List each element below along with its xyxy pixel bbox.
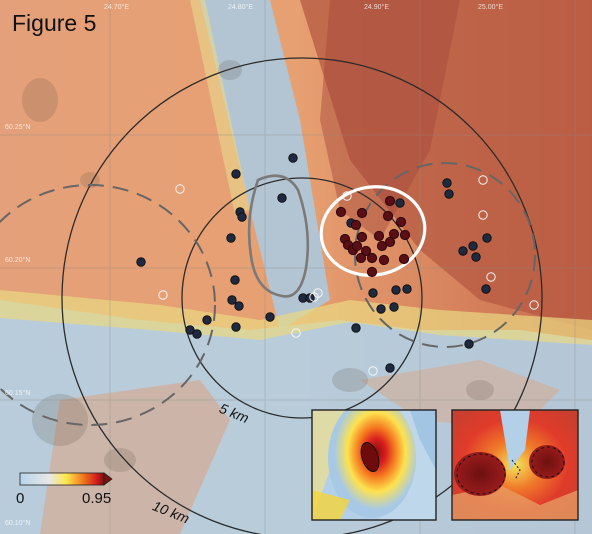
hotspot-marker-21: [356, 231, 368, 243]
coverage-ellipse-west: [0, 184, 216, 426]
hotspot-marker-17: [366, 252, 378, 264]
colorbar-gradient: [19, 472, 105, 486]
hotspot-marker-1: [335, 206, 347, 218]
colorbar-min-label: 0: [16, 490, 25, 507]
hotspot-marker-6: [373, 230, 385, 242]
site-marker-7: [136, 257, 146, 267]
site-marker-34: [395, 198, 405, 208]
open-site-marker-9: [368, 366, 378, 376]
hotspot-highlight-ellipse: [319, 185, 427, 277]
lat-tick-2: 60.20°N: [5, 257, 31, 264]
open-site-marker-2: [478, 175, 488, 185]
site-marker-9: [227, 295, 237, 305]
hotspot-marker-4: [384, 195, 396, 207]
open-site-marker-5: [529, 300, 539, 310]
heatmap-peak-zone: [320, 0, 460, 240]
open-site-marker-4: [486, 272, 496, 282]
hotspot-marker-7: [384, 236, 396, 248]
open-site-markers: [158, 175, 539, 376]
site-marker-10: [234, 301, 244, 311]
heatmap-high-zone: [300, 0, 592, 330]
site-marker-22: [482, 233, 492, 243]
lon-tick-3: 24.90°E: [364, 4, 389, 11]
open-site-marker-10: [342, 191, 352, 201]
colorbar-max-label: 0.95: [82, 490, 112, 507]
hotspot-marker-19: [398, 253, 410, 265]
coverage-ellipse-east: [354, 162, 536, 348]
hotspot-marker-9: [395, 216, 407, 228]
hotspot-marker-18: [366, 266, 378, 278]
site-marker-28: [391, 285, 401, 295]
hotspot-site-markers: [335, 195, 411, 278]
site-marker-30: [389, 302, 399, 312]
site-marker-27: [444, 189, 454, 199]
basemap-lakes: [22, 60, 494, 472]
site-marker-24: [481, 284, 491, 294]
ring-5km: [181, 177, 423, 419]
lat-tick-4: 60.10°N: [5, 520, 31, 527]
outlined-landmass: [247, 174, 310, 298]
hotspot-marker-2: [356, 207, 368, 219]
open-site-marker-6: [158, 290, 168, 300]
site-marker-23: [471, 252, 481, 262]
open-site-marker-11: [313, 288, 323, 298]
hotspot-marker-10: [399, 229, 411, 241]
figure-title: Figure 5: [12, 10, 97, 36]
lon-tick-1: 24.70°E: [104, 4, 129, 11]
site-marker-29: [402, 284, 412, 294]
lon-tick-2: 24.80°E: [228, 4, 253, 11]
heatmap-orange-patch-sw: [40, 380, 230, 534]
site-marker-1: [288, 153, 298, 163]
open-site-marker-1: [175, 184, 185, 194]
site-marker-19: [385, 363, 395, 373]
site-marker-18: [351, 323, 361, 333]
hotspot-marker-20: [378, 254, 390, 266]
hotspot-marker-22: [376, 240, 388, 252]
site-marker-8: [230, 275, 240, 285]
lat-tick-1: 60.25°N: [5, 124, 31, 131]
site-marker-20: [458, 246, 468, 256]
lon-tick-4: 25.00°E: [478, 4, 503, 11]
site-marker-3: [277, 193, 287, 203]
hotspot-marker-14: [351, 240, 363, 252]
open-site-marker-8: [291, 328, 301, 338]
site-marker-2: [231, 169, 241, 179]
site-marker-32: [368, 288, 378, 298]
colorbar-arrow-icon: [103, 472, 113, 486]
ring-10km: [61, 57, 543, 534]
open-site-marker-3: [478, 210, 488, 220]
site-marker-31: [376, 304, 386, 314]
hotspot-marker-3: [350, 219, 362, 231]
colorbar: [19, 472, 113, 486]
site-marker-5: [237, 212, 247, 222]
lat-tick-3: 60.15°N: [5, 390, 31, 397]
site-marker-6: [226, 233, 236, 243]
site-marker-15: [265, 312, 275, 322]
inset-panel-right: [451, 409, 579, 521]
heatmap-yellow-band: [0, 290, 592, 345]
heatmap-low-band-north: [200, 0, 330, 330]
site-marker-21: [468, 241, 478, 251]
hotspot-marker-15: [360, 245, 372, 257]
site-marker-11: [202, 315, 212, 325]
site-marker-12: [185, 325, 195, 335]
site-marker-25: [464, 339, 474, 349]
site-marker-26: [442, 178, 452, 188]
heatmap-transition-band: [190, 0, 250, 215]
filled-site-markers: [136, 153, 492, 373]
hotspot-marker-5: [382, 210, 394, 222]
site-marker-14: [231, 322, 241, 332]
hotspot-marker-8: [388, 228, 400, 240]
inset-panel-left: [311, 409, 437, 521]
hotspot-marker-16: [355, 252, 367, 264]
site-marker-13: [192, 329, 202, 339]
